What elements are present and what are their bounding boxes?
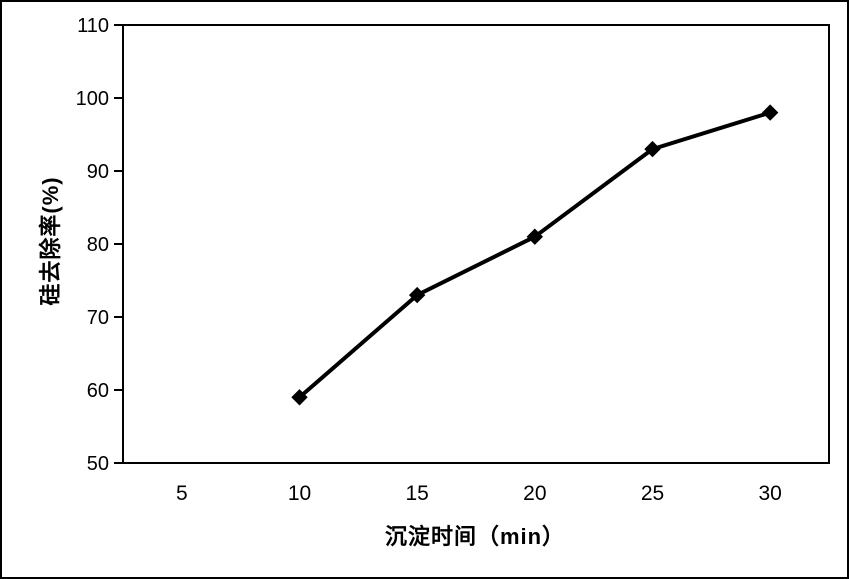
x-tick-label: 20 <box>523 482 546 505</box>
x-tick-label: 5 <box>176 482 188 505</box>
x-tick-label: 25 <box>641 482 664 505</box>
y-axis-title: 硅去除率(%) <box>38 176 63 306</box>
y-tick-label: 70 <box>87 307 109 329</box>
y-tick-label: 60 <box>87 380 109 402</box>
y-tick-label: 50 <box>87 453 109 475</box>
data-point-marker <box>408 286 426 304</box>
x-tick-label: 30 <box>758 482 781 505</box>
data-point-marker <box>644 140 661 158</box>
plot-border <box>122 24 830 464</box>
x-tick-label: 10 <box>288 482 311 505</box>
y-tick-label: 110 <box>77 15 109 37</box>
series-line <box>297 110 773 400</box>
x-tick-label: 15 <box>405 482 428 505</box>
y-tick-label: 80 <box>87 234 109 256</box>
data-point-marker <box>761 104 779 121</box>
data-point-marker <box>526 228 544 245</box>
y-tick-label: 90 <box>87 161 109 183</box>
y-tick-label: 100 <box>76 88 109 110</box>
data-point-marker <box>291 389 308 406</box>
x-axis-title: 沉淀时间（min） <box>384 524 566 549</box>
